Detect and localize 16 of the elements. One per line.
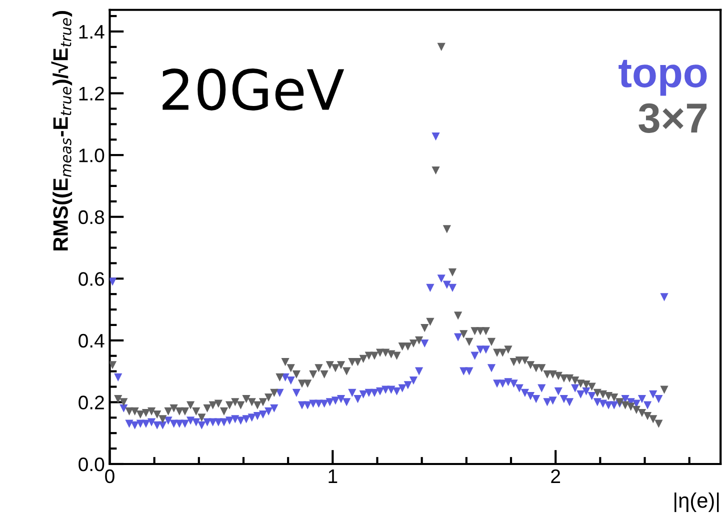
x-axis-title: |η(e)| xyxy=(674,492,719,512)
y-tick-label: 0.2 xyxy=(78,396,104,410)
x-tick-label: 2 xyxy=(551,469,560,483)
y-tick-label: 1.2 xyxy=(79,86,104,100)
y-tick-label: 0.8 xyxy=(78,210,104,224)
text: topo xyxy=(618,60,707,96)
y-tick-label: 0.4 xyxy=(78,334,104,348)
annotation: 20GeV xyxy=(162,68,344,111)
text: 3×7 xyxy=(638,103,707,133)
y-axis-title: RMS((E$_{meas}$-E$_{true}$)/√E$_{true}$) xyxy=(51,11,72,250)
y-tick-label: 0.6 xyxy=(78,272,104,286)
y-tick-label: 1.0 xyxy=(79,148,104,162)
y-tick-label: 1.4 xyxy=(79,25,104,39)
x-tick-label: 0 xyxy=(105,469,114,484)
x-tick-label: 1 xyxy=(328,470,338,483)
y-tick-label: 0.0 xyxy=(78,457,104,472)
